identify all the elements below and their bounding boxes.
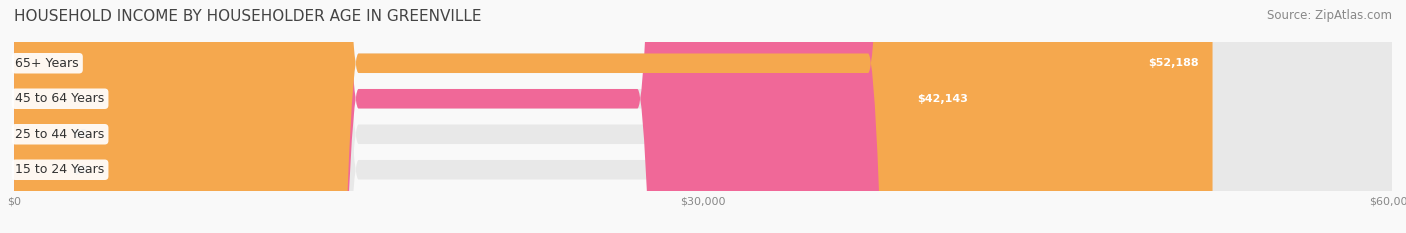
FancyBboxPatch shape [0, 0, 129, 233]
FancyBboxPatch shape [14, 0, 1212, 233]
FancyBboxPatch shape [14, 0, 1392, 233]
FancyBboxPatch shape [14, 0, 1392, 233]
Text: $0: $0 [72, 165, 87, 175]
Text: Source: ZipAtlas.com: Source: ZipAtlas.com [1267, 9, 1392, 22]
Text: $0: $0 [72, 129, 87, 139]
FancyBboxPatch shape [0, 0, 129, 233]
Text: 25 to 44 Years: 25 to 44 Years [15, 128, 104, 141]
FancyBboxPatch shape [14, 0, 1392, 233]
Text: 15 to 24 Years: 15 to 24 Years [15, 163, 104, 176]
Text: $42,143: $42,143 [917, 94, 969, 104]
FancyBboxPatch shape [14, 0, 1392, 233]
Text: 65+ Years: 65+ Years [15, 57, 79, 70]
Text: 45 to 64 Years: 45 to 64 Years [15, 92, 104, 105]
FancyBboxPatch shape [14, 0, 981, 233]
Text: HOUSEHOLD INCOME BY HOUSEHOLDER AGE IN GREENVILLE: HOUSEHOLD INCOME BY HOUSEHOLDER AGE IN G… [14, 9, 482, 24]
Text: $52,188: $52,188 [1149, 58, 1199, 68]
